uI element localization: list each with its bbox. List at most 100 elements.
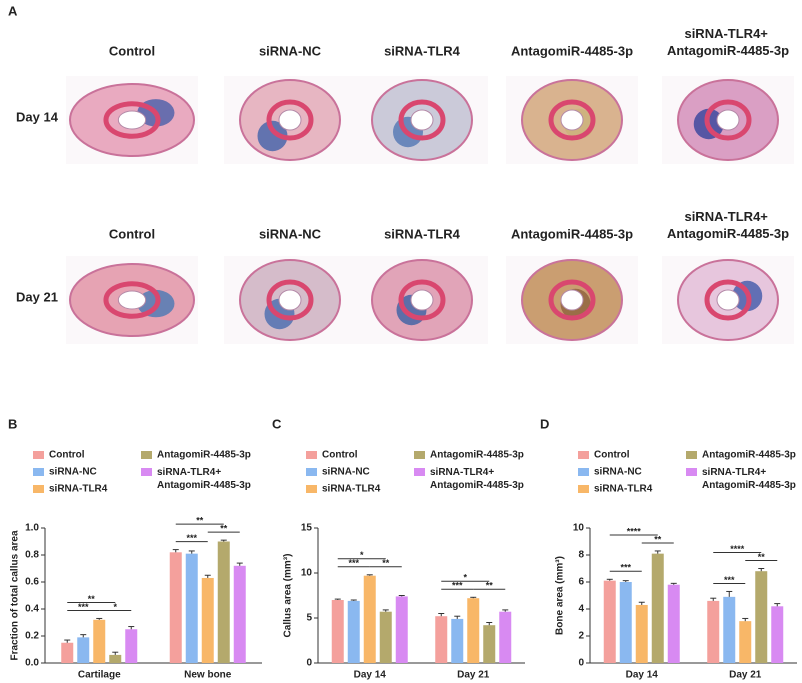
bar	[169, 552, 182, 663]
legend-swatch	[306, 485, 317, 493]
significance-label: ***	[78, 602, 89, 612]
bar	[185, 553, 198, 663]
y-tick-label: 0	[306, 658, 312, 669]
x-tick-label: Cartilage	[78, 670, 121, 681]
bar	[467, 598, 480, 663]
cortex	[398, 99, 446, 141]
x-tick-label: Day 14	[354, 670, 387, 681]
bar	[217, 541, 230, 663]
y-axis-title: Callus area (mm³)	[283, 554, 294, 638]
significance-label: **	[654, 534, 662, 544]
bar	[499, 611, 512, 663]
bar	[61, 642, 74, 663]
bar	[755, 571, 768, 663]
bar	[771, 606, 784, 663]
significance-label: **	[382, 558, 390, 568]
bar	[363, 575, 376, 663]
significance-label: **	[88, 594, 96, 604]
significance-label: *	[360, 550, 364, 560]
legend-swatch	[141, 468, 152, 476]
legend-label: siRNA-TLR4	[322, 484, 381, 495]
cortex	[266, 99, 314, 141]
column-label: AntagomiR-4485-3p	[511, 43, 633, 58]
significance-label: ****	[627, 526, 642, 536]
y-tick-label: 0.6	[25, 577, 39, 588]
y-tick-label: 10	[301, 568, 313, 579]
significance-label: ***	[186, 533, 197, 543]
y-tick-label: 2	[578, 631, 584, 642]
cortex	[103, 101, 161, 139]
column-label: Control	[109, 226, 155, 241]
cortex	[548, 279, 596, 321]
legend-swatch	[33, 485, 44, 493]
significance-label: **	[486, 581, 494, 591]
legend-label: siRNA-TLR4	[594, 484, 653, 495]
cortex	[398, 279, 446, 321]
panel-label: B	[8, 416, 17, 431]
bar	[603, 580, 616, 663]
cortex	[704, 99, 752, 141]
panel-label: C	[272, 416, 282, 431]
marrow	[117, 110, 147, 130]
column-label: AntagomiR-4485-3p	[511, 226, 633, 241]
cortex	[266, 279, 314, 321]
marrow	[410, 109, 434, 131]
marrow	[278, 289, 302, 311]
y-tick-label: 0.4	[25, 604, 39, 615]
significance-label: ***	[348, 558, 359, 568]
significance-label: **	[196, 516, 204, 526]
column-label: siRNA-TLR4	[384, 226, 461, 241]
y-tick-label: 4	[578, 604, 584, 615]
marrow	[117, 290, 147, 310]
x-tick-label: Day 21	[729, 670, 762, 681]
column-label: siRNA-TLR4+ AntagomiR-4485-3p	[667, 27, 789, 59]
significance-label: ***	[452, 581, 463, 591]
legend-label: siRNA-TLR4+ AntagomiR-4485-3p	[430, 467, 524, 491]
y-tick-label: 0.8	[25, 550, 39, 561]
bar	[395, 596, 408, 663]
significance-label: ***	[620, 563, 631, 573]
x-tick-label: Day 14	[626, 670, 659, 681]
bar	[379, 611, 392, 663]
legend-label: AntagomiR-4485-3p	[157, 450, 251, 461]
legend-swatch	[578, 485, 589, 493]
histology-images	[66, 76, 794, 344]
marrow	[716, 109, 740, 131]
bar	[619, 582, 632, 663]
panel-label: A	[8, 3, 18, 18]
bar	[707, 600, 720, 663]
marrow	[410, 289, 434, 311]
bar	[109, 654, 122, 663]
legend-swatch	[33, 451, 44, 459]
legend-label: siRNA-TLR4	[49, 484, 108, 495]
y-tick-label: 8	[578, 550, 584, 561]
y-axis-title: Bone area (mm³)	[555, 556, 566, 635]
cortex	[103, 281, 161, 319]
panel-label: D	[540, 416, 549, 431]
legend-swatch	[414, 451, 425, 459]
x-tick-label: Day 21	[457, 670, 490, 681]
row-label: Day 14	[16, 109, 59, 124]
cortex	[704, 279, 752, 321]
legend-label: siRNA-TLR4+ AntagomiR-4485-3p	[157, 467, 251, 491]
stain	[257, 120, 288, 152]
marrow	[278, 109, 302, 131]
y-tick-label: 10	[573, 523, 585, 534]
significance-label: ****	[730, 544, 745, 554]
y-tick-label: 15	[301, 523, 313, 534]
legend-swatch	[686, 451, 697, 459]
x-tick-label: New bone	[184, 670, 232, 681]
significance-label: *	[463, 573, 467, 583]
legend-swatch	[578, 451, 589, 459]
bar	[347, 600, 360, 663]
bar	[93, 619, 106, 663]
legend-swatch	[306, 451, 317, 459]
bar	[331, 600, 344, 663]
legend-label: siRNA-NC	[322, 467, 370, 478]
bar	[723, 596, 736, 663]
column-label: siRNA-TLR4+ AntagomiR-4485-3p	[667, 210, 789, 242]
bar	[201, 577, 214, 663]
marrow	[560, 289, 584, 311]
legend-label: Control	[49, 450, 85, 461]
